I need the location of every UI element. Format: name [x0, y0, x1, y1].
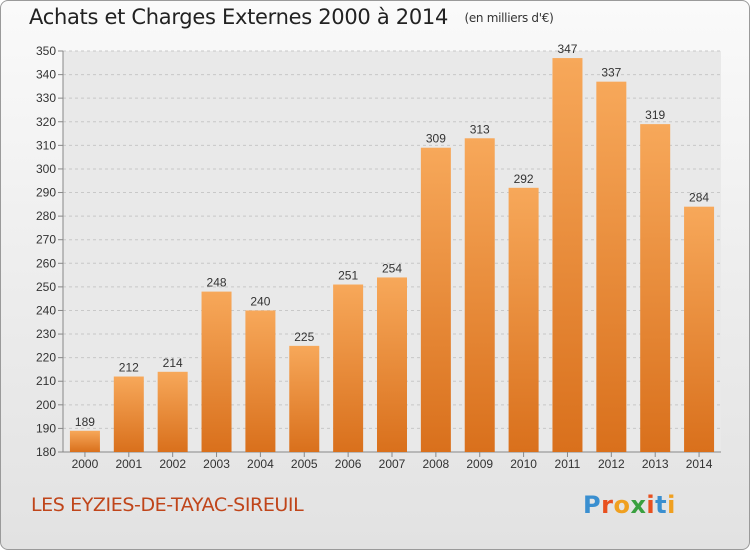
x-tick-label-2004: 2004 — [247, 457, 274, 471]
bar-2011 — [552, 58, 583, 452]
bar-2002 — [157, 371, 188, 452]
value-label-2013: 319 — [645, 108, 665, 122]
y-tick-label: 240 — [36, 303, 56, 317]
bar-2004 — [245, 310, 276, 452]
y-tick-label: 310 — [36, 138, 56, 152]
commune-name: LES EYZIES-DE-TAYAC-SIREUIL — [31, 494, 304, 516]
x-tick-label-2008: 2008 — [423, 457, 450, 471]
bar-2010 — [508, 187, 539, 452]
x-tick-label-2005: 2005 — [291, 457, 318, 471]
bar-2000 — [69, 430, 100, 452]
value-label-2006: 251 — [338, 269, 358, 283]
y-tick-label: 230 — [36, 327, 56, 341]
y-tick-label: 350 — [36, 44, 56, 58]
value-label-2009: 313 — [470, 122, 490, 136]
y-tick-label: 210 — [36, 374, 56, 388]
chart-title: Achats et Charges Externes 2000 à 2014 (… — [29, 5, 554, 29]
x-tick-label-2006: 2006 — [335, 457, 362, 471]
bar-2008 — [420, 147, 451, 452]
y-tick-label: 320 — [36, 115, 56, 129]
value-label-2014: 284 — [689, 191, 709, 205]
logo-letter: r — [601, 491, 614, 519]
title-unit: (en milliers d'€) — [464, 11, 554, 25]
logo-letter: i — [667, 491, 676, 519]
value-label-2012: 337 — [601, 66, 621, 80]
logo-letter: x — [630, 491, 647, 519]
x-tick-label-2002: 2002 — [159, 457, 186, 471]
x-tick-label-2009: 2009 — [466, 457, 493, 471]
y-tick-label: 330 — [36, 91, 56, 105]
logo-letter: P — [583, 491, 602, 519]
x-tick-label-2001: 2001 — [115, 457, 142, 471]
title-text: Achats et Charges Externes 2000 à 2014 — [29, 5, 449, 29]
logo-letter: i — [646, 491, 656, 519]
value-label-2004: 240 — [250, 294, 270, 308]
value-label-2005: 225 — [294, 330, 314, 344]
value-label-2002: 214 — [163, 356, 183, 370]
y-tick-label: 250 — [36, 280, 56, 294]
value-label-2000: 189 — [75, 415, 95, 429]
x-tick-label-2000: 2000 — [72, 457, 99, 471]
y-tick-label: 340 — [36, 68, 56, 82]
x-tick-label-2007: 2007 — [379, 457, 406, 471]
x-tick-label-2010: 2010 — [510, 457, 537, 471]
value-label-2003: 248 — [207, 276, 227, 290]
bar-2012 — [596, 81, 627, 452]
y-tick-label: 180 — [36, 445, 56, 459]
logo-letter: o — [613, 491, 631, 519]
logo-letter: t — [655, 491, 668, 519]
value-label-2011: 347 — [557, 42, 577, 56]
x-tick-label-2003: 2003 — [203, 457, 230, 471]
bar-2005 — [289, 345, 320, 452]
x-tick-label-2011: 2011 — [555, 457, 581, 471]
y-tick-label: 190 — [36, 421, 56, 435]
bar-2003 — [201, 291, 232, 452]
bar-2006 — [333, 284, 364, 452]
proxiti-logo[interactable]: Proxiti — [583, 491, 676, 519]
x-tick-label-2012: 2012 — [598, 457, 625, 471]
y-tick-label: 260 — [36, 256, 56, 270]
y-tick-label: 270 — [36, 233, 56, 247]
bar-2013 — [640, 124, 671, 452]
bar-2007 — [377, 277, 407, 452]
x-tick-label-2014: 2014 — [686, 457, 713, 471]
x-tick-label-2013: 2013 — [642, 457, 669, 471]
bar-2014 — [684, 206, 715, 452]
bar-2009 — [464, 138, 495, 452]
y-tick-label: 290 — [36, 186, 56, 200]
y-tick-label: 300 — [36, 162, 56, 176]
y-tick-label: 200 — [36, 398, 56, 412]
bar-2001 — [113, 376, 144, 452]
value-label-2007: 254 — [382, 261, 402, 275]
y-tick-label: 280 — [36, 209, 56, 223]
value-label-2010: 292 — [514, 172, 534, 186]
value-label-2001: 212 — [119, 361, 139, 375]
value-label-2008: 309 — [426, 132, 446, 146]
y-tick-label: 220 — [36, 351, 56, 365]
